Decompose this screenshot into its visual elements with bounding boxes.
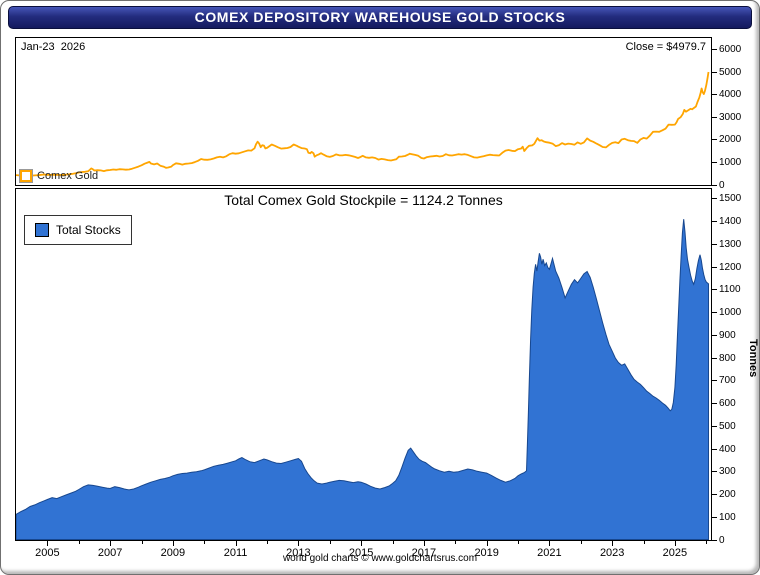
- y-axis-tick-label: 5000: [719, 66, 742, 78]
- x-axis-tick: [235, 541, 237, 546]
- x-axis-tick: [674, 541, 676, 546]
- y-axis-tick-label: 1500: [719, 193, 742, 205]
- y-axis-tick-label: 1300: [719, 238, 742, 250]
- y-axis-tick-label: 1200: [719, 261, 742, 273]
- x-axis-tick-label: 2009: [160, 547, 186, 559]
- x-axis-tick-label: 2019: [474, 547, 499, 559]
- gold-legend-swatch-icon: [20, 170, 32, 182]
- stocks-legend-label: Total Stocks: [56, 223, 121, 237]
- x-axis-tick-label: 2021: [537, 547, 562, 559]
- x-axis-tick: [361, 541, 363, 546]
- y-axis-tick: [712, 221, 717, 222]
- y-axis-tick: [712, 71, 717, 73]
- x-axis-tick-label: 2013: [286, 547, 311, 559]
- y-axis-title: Tonnes: [747, 339, 759, 378]
- x-axis-tick-label: 2015: [348, 547, 374, 559]
- x-axis-minor-tick: [78, 541, 80, 544]
- page-title: COMEX DEPOSITORY WAREHOUSE GOLD STOCKS: [8, 6, 752, 29]
- stocks-legend-swatch-icon: [35, 223, 49, 237]
- x-axis-tick: [612, 541, 614, 546]
- credit-line: world gold charts © www.goldchartsrus.co…: [282, 553, 478, 564]
- y-axis-tick-label: 1100: [719, 284, 741, 296]
- y-axis-tick-label: 6000: [719, 44, 742, 55]
- y-axis-tick: [712, 425, 717, 427]
- y-axis-tick: [712, 471, 717, 473]
- y-axis-tick: [712, 49, 717, 50]
- y-axis-tick: [712, 161, 717, 163]
- y-axis-tick-label: 400: [719, 443, 736, 455]
- y-axis-tick: [712, 289, 717, 291]
- gold-price-chart: [16, 71, 710, 177]
- y-axis-tick-label: 4000: [719, 89, 742, 101]
- x-axis-minor-tick: [392, 541, 394, 544]
- y-axis-tick-label: 200: [719, 489, 736, 500]
- y-axis-tick-label: 1400: [719, 216, 742, 227]
- x-axis-minor-tick: [643, 541, 645, 544]
- y-axis-tick-label: 2000: [719, 134, 742, 146]
- y-axis-tick: [712, 516, 717, 518]
- y-axis-tick: [712, 380, 717, 382]
- x-axis-tick-label: 2023: [599, 547, 625, 559]
- x-axis-minor-tick: [329, 541, 331, 544]
- y-axis-tick: [712, 184, 717, 186]
- x-axis-tick-label: 2011: [223, 547, 248, 559]
- stocks-legend: Total Stocks: [24, 215, 132, 245]
- x-axis-minor-tick: [141, 541, 143, 544]
- gold-price-panel: Jan-23 2026 Close = $4979.7 Comex Gold: [15, 37, 712, 186]
- stockpile-title: Total Comex Gold Stockpile = 1124.2 Tonn…: [224, 192, 503, 208]
- x-axis-tick: [423, 541, 425, 546]
- y-axis-tick-label: 600: [719, 398, 736, 409]
- y-axis-tick: [712, 94, 717, 96]
- y-axis-tick-label: 0: [719, 179, 725, 191]
- y-axis-tick-label: 3000: [719, 111, 742, 123]
- x-axis-minor-tick: [455, 541, 457, 544]
- total-stocks-chart: [16, 219, 709, 540]
- close-value-label: Close = $4979.7: [625, 41, 706, 53]
- y-axis-tick-label: 700: [719, 375, 736, 387]
- x-axis-minor-tick: [580, 541, 582, 544]
- x-axis-minor-tick: [204, 541, 206, 544]
- y-axis-tick: [712, 403, 717, 404]
- x-axis-tick: [486, 541, 488, 546]
- y-axis-tick-label: 1000: [719, 156, 742, 168]
- y-axis-tick: [712, 139, 717, 141]
- date-label: Jan-23 2026: [21, 41, 86, 53]
- y-axis-tick: [712, 116, 717, 118]
- y-axis-tick-label: 0: [719, 534, 725, 546]
- y-axis-tick: [712, 266, 717, 268]
- y-axis-tick: [712, 357, 717, 359]
- y-axis-tick: [712, 334, 717, 336]
- total-stocks-area: [16, 219, 709, 540]
- y-axis-tick: [712, 494, 717, 495]
- x-axis-tick-label: 2007: [97, 547, 123, 559]
- x-axis-tick: [47, 541, 49, 546]
- y-axis-tick: [712, 312, 717, 313]
- x-axis-tick: [549, 541, 551, 546]
- gold-price-line: [16, 71, 710, 177]
- y-axis-tick: [712, 539, 717, 541]
- y-axis-tick: [712, 198, 717, 200]
- x-axis-tick: [172, 541, 174, 546]
- y-axis-tick-label: 800: [719, 352, 736, 364]
- x-axis-tick-label: 2017: [411, 547, 437, 559]
- x-axis-minor-tick: [706, 541, 708, 544]
- y-axis-tick: [712, 243, 717, 245]
- gold-legend: Comex Gold: [20, 170, 98, 182]
- x-axis-tick-label: 2025: [662, 547, 688, 559]
- y-axis-tick-label: 1000: [719, 307, 742, 318]
- y-axis-tick-label: 300: [719, 466, 736, 478]
- y-axis-tick-label: 100: [719, 511, 736, 523]
- x-axis-minor-tick: [518, 541, 519, 544]
- x-axis-tick-label: 2005: [35, 547, 60, 559]
- y-axis-tick-label: 500: [719, 420, 736, 432]
- gold-legend-label: Comex Gold: [37, 170, 99, 182]
- y-axis-tick: [712, 448, 717, 450]
- y-axis-tick-label: 900: [719, 329, 736, 341]
- x-axis-minor-tick: [267, 541, 268, 544]
- x-axis-tick: [110, 541, 112, 546]
- stocks-panel: Total Comex Gold Stockpile = 1124.2 Tonn…: [15, 188, 712, 541]
- x-axis-tick: [298, 541, 300, 546]
